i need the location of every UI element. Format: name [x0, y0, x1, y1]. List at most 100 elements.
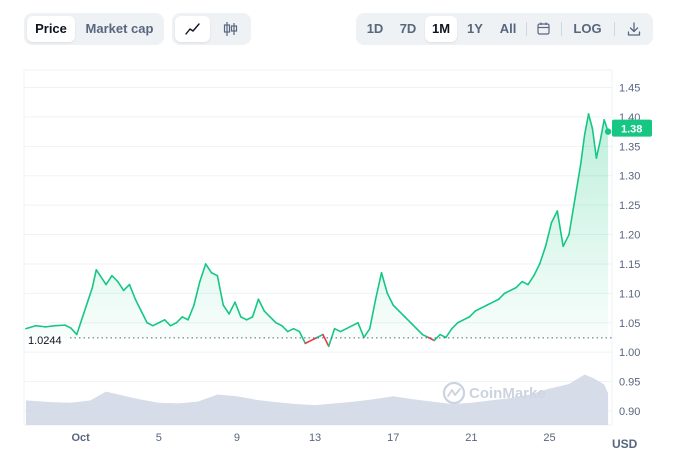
x-tick-label: 5	[156, 432, 162, 444]
y-tick-label: 1.10	[619, 288, 640, 300]
price-line-segment	[34, 324, 47, 328]
price-line-segment	[322, 333, 330, 348]
price-line-segment	[157, 319, 166, 324]
price-line-segment	[583, 113, 590, 136]
reference-price-label: 1.0244	[28, 335, 62, 347]
price-line-segment	[128, 283, 137, 301]
price-line-segment	[595, 139, 602, 159]
price-line-segment	[175, 316, 184, 324]
price-line-segment	[99, 274, 107, 286]
price-line-segment	[468, 310, 477, 318]
price-line-segment	[81, 298, 90, 318]
price-line-segment	[345, 324, 353, 330]
range-1y[interactable]: 1Y	[467, 21, 483, 36]
y-tick-label: 1.05	[619, 318, 640, 330]
price-line-segment	[292, 327, 301, 333]
price-line-segment	[234, 301, 242, 318]
market-cap-tab[interactable]: Market cap	[85, 21, 154, 36]
price-line-segment	[550, 210, 559, 224]
y-tick-label: 1.35	[619, 141, 640, 153]
price-line-segment	[210, 271, 219, 277]
price-line-segment	[374, 271, 383, 301]
x-tick-label: 17	[387, 432, 399, 444]
price-line-segment	[351, 321, 359, 327]
price-line-segment	[228, 301, 236, 315]
price-line-segment	[587, 113, 594, 130]
price-line-segment	[462, 316, 471, 321]
divider	[561, 22, 562, 36]
price-series	[25, 113, 612, 348]
y-tick-label: 0.95	[619, 377, 640, 389]
line-chart-icon[interactable]	[175, 16, 210, 42]
price-line-segment	[445, 327, 453, 339]
price-tab[interactable]: Price	[27, 16, 75, 42]
x-axis: Oct 5 9 13 17 21 25	[71, 432, 555, 444]
price-line-segment	[152, 321, 160, 327]
range-1d[interactable]: 1D	[366, 21, 384, 36]
range-7d[interactable]: 7D	[399, 21, 417, 36]
price-line-segment	[169, 321, 178, 327]
price-line-segment	[398, 310, 406, 318]
price-line-segment	[497, 292, 506, 301]
price-line-segment	[433, 333, 441, 342]
price-line-segment	[591, 127, 598, 159]
currency-label: USD	[612, 437, 638, 451]
y-axis: 1.451.401.351.301.251.201.151.101.051.00…	[619, 83, 640, 419]
price-line-segment	[75, 316, 84, 336]
price-line-segment	[509, 286, 518, 292]
coinmarketcap-logo-icon	[442, 381, 466, 405]
price-line-segment	[275, 321, 283, 327]
x-tick-label: 13	[309, 432, 321, 444]
log-scale-button[interactable]: LOG	[573, 21, 602, 36]
y-tick-label: 1.25	[619, 200, 640, 212]
price-line-segment	[222, 304, 230, 315]
price-line-segment	[515, 280, 523, 289]
price-line-segment	[427, 336, 436, 342]
price-line-segment	[357, 321, 365, 339]
volume-fill	[25, 374, 609, 425]
price-line-segment	[574, 163, 582, 201]
price-line-segment	[492, 298, 500, 303]
download-icon[interactable]	[618, 16, 650, 42]
price-line-segment	[503, 289, 512, 295]
divider	[526, 22, 527, 36]
price-line-segment	[409, 321, 418, 330]
price-line-segment	[316, 333, 324, 339]
candlestick-icon[interactable]	[213, 16, 248, 42]
chart-type-toggle	[172, 13, 251, 45]
price-line-segment	[562, 233, 570, 248]
y-tick-label: 1.30	[619, 171, 640, 183]
price-line-segment	[439, 333, 447, 339]
price-line-segment	[527, 274, 535, 286]
price-area-fill	[25, 113, 609, 347]
price-line-segment	[451, 321, 459, 330]
price-line-segment	[392, 304, 400, 312]
price-line-segment	[44, 324, 57, 328]
grid-lines	[23, 69, 613, 426]
price-line-segment	[216, 274, 225, 306]
price-line-segment	[333, 327, 342, 333]
reference-line: 1.0244	[28, 335, 612, 347]
price-line-segment	[122, 283, 131, 292]
price-line-segment	[421, 333, 430, 339]
price-line-segment	[544, 221, 553, 248]
price-line-segment	[415, 327, 424, 336]
volume-area	[25, 374, 609, 425]
price-line-segment	[456, 319, 465, 324]
price-line-segment	[257, 298, 266, 312]
calendar-icon[interactable]	[528, 16, 559, 42]
range-1m[interactable]: 1M	[425, 16, 457, 42]
price-line-segment	[199, 263, 207, 283]
price-line-segment	[281, 324, 289, 333]
price-line-segment	[380, 271, 389, 295]
current-price-badge-bg	[612, 119, 652, 137]
range-all[interactable]: All	[499, 21, 517, 36]
price-line-segment	[240, 316, 248, 321]
price-line-segment	[181, 316, 189, 321]
price-line-segment	[140, 310, 148, 324]
price-chart[interactable]: CoinMarke 1.0244 1.451.401.351.301.251.2…	[0, 52, 680, 457]
price-line-segment	[486, 301, 494, 306]
x-tick-label: 21	[465, 432, 477, 444]
price-line-segment	[404, 316, 412, 324]
price-line-segment	[25, 324, 37, 330]
